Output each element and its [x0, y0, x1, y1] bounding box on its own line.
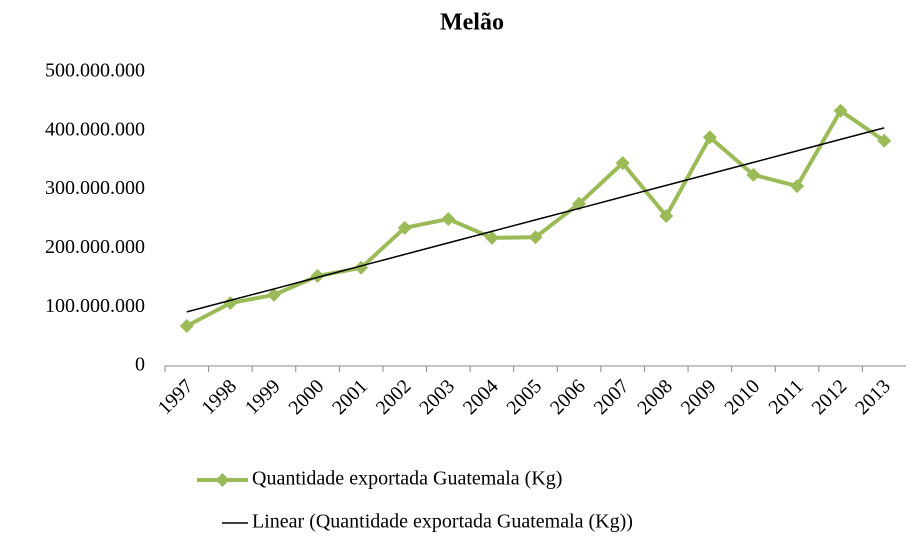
data-marker [179, 319, 194, 334]
data-marker [833, 103, 848, 118]
y-tick-label: 500.000.000 [45, 60, 145, 82]
y-tick-label: 200.000.000 [45, 236, 145, 258]
x-tick-label: 2005 [502, 375, 546, 419]
y-tick-label: 400.000.000 [45, 118, 145, 140]
data-marker [266, 287, 281, 302]
x-tick-label: 2002 [372, 375, 416, 419]
data-marker [484, 230, 499, 245]
x-tick-label: 2001 [328, 375, 372, 419]
trend-line [186, 127, 885, 313]
x-tick-label: 2006 [546, 375, 590, 419]
x-tick-label: 2007 [590, 375, 634, 419]
data-marker [223, 296, 238, 311]
x-tick-label: 2012 [808, 375, 852, 419]
legend-label: Linear (Quantidade exportada Guatemala (… [252, 511, 633, 533]
x-tick-label: 2008 [633, 375, 677, 419]
data-marker [615, 156, 630, 171]
data-line [185, 108, 886, 328]
x-tick-label: 1998 [197, 375, 241, 419]
x-tick-label: 2004 [459, 375, 503, 419]
data-marker [702, 130, 717, 145]
data-marker [441, 212, 456, 226]
legend-marker [215, 473, 230, 487]
x-tick-label: 2010 [720, 375, 764, 419]
data-marker [310, 269, 325, 284]
data-marker [659, 209, 674, 224]
data-marker [877, 133, 892, 148]
data-marker [790, 179, 805, 194]
x-tick-label: 2003 [415, 375, 459, 419]
x-tick-label: 1999 [241, 375, 285, 419]
x-tick-label: 2009 [677, 375, 721, 419]
y-tick-label: 100.000.000 [45, 295, 145, 317]
y-tick-label: 0 [135, 354, 145, 376]
x-tick-label: 2013 [851, 375, 895, 419]
x-tick-label: 1997 [154, 375, 198, 419]
chart-title: Melão [440, 10, 504, 36]
data-marker [397, 220, 412, 235]
data-marker [528, 230, 543, 245]
y-tick-label: 300.000.000 [45, 177, 145, 199]
data-marker [746, 167, 761, 182]
legend-label: Quantidade exportada Guatemala (Kg) [252, 468, 562, 490]
x-tick-label: 2000 [285, 375, 329, 419]
x-tick-label: 2011 [764, 375, 807, 418]
